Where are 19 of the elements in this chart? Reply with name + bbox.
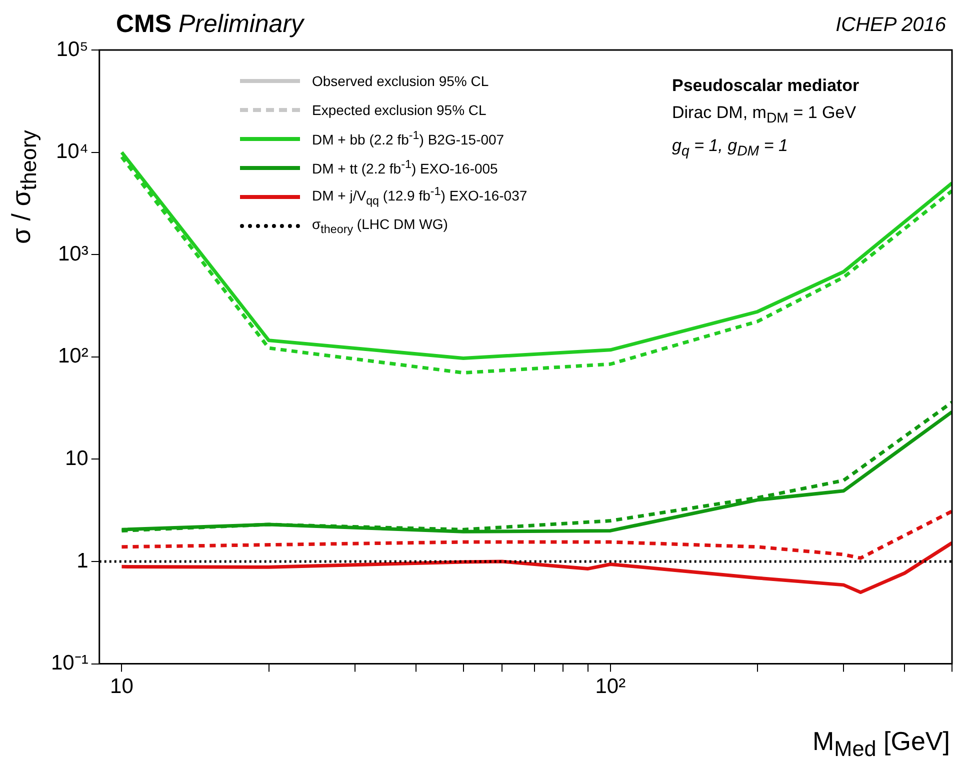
legend-label: σ$_{theory}$ (LHC DM WG) — [312, 216, 448, 236]
legend-label: DM + tt (2.2 fb$^{-1}$) EXO-16-005 — [312, 158, 498, 177]
annotation: Dirac DM, m$_{DM}$ = 1 GeV — [672, 102, 858, 128]
y-tick-label: 10² — [58, 344, 88, 368]
y-tick-label: 10⁴ — [56, 140, 88, 164]
annotation: g$_{q}$ = 1, g$_{DM}$ = 1 — [672, 135, 789, 162]
annotation: Observed exclusion 95% CL — [312, 72, 489, 88]
y-tick-label: 10³ — [58, 242, 88, 266]
y-tick-label: 1 — [76, 549, 88, 572]
y-tick-label: 10 — [64, 446, 88, 470]
chart-subtitle: ICHEP 2016 — [836, 14, 946, 37]
y-tick-label: 10⁵ — [56, 38, 88, 61]
x-axis-title: M$_{Med}$ [GeV] — [812, 726, 950, 762]
annotation: Pseudoscalar mediator — [672, 75, 860, 97]
chart-title: CMS Preliminary — [116, 10, 304, 38]
legend-label: DM + j/V$_{qq}$ (12.9 fb$^{-1}$) EXO-16-037 — [312, 185, 528, 208]
y-tick-label: 10⁻¹ — [50, 652, 88, 675]
annotation: Expected exclusion 95% CL — [312, 102, 486, 118]
legend-label: DM + bb (2.2 fb$^{-1}$) B2G-15-007 — [312, 129, 504, 148]
